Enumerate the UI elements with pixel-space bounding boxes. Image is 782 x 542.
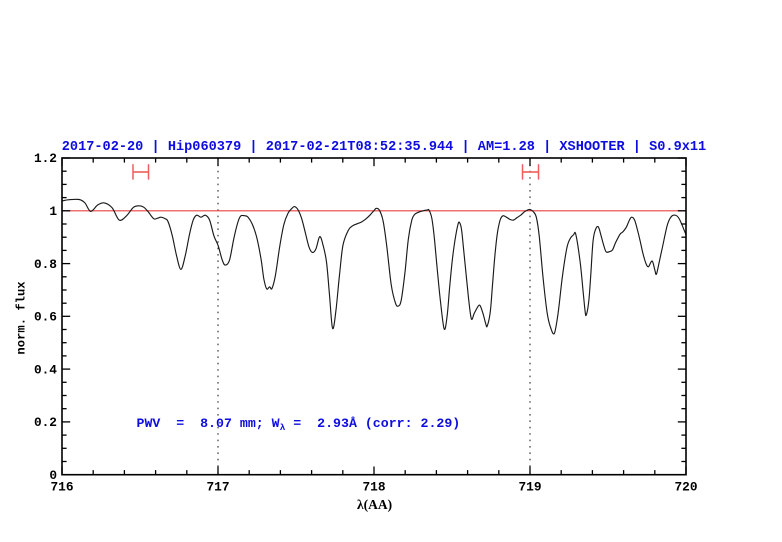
svg-text:719: 719	[518, 480, 541, 495]
svg-text:716: 716	[50, 480, 73, 495]
svg-text:1: 1	[49, 204, 57, 219]
svg-text:0: 0	[49, 468, 57, 483]
svg-text:PWV = 8.07 mm; Wλ = 2.93Å (: PWV = 8.07 mm; Wλ = 2.93Å (corr: 2.29)	[137, 416, 461, 433]
svg-text:2017-02-20 | Hip060379 | 2017-: 2017-02-20 | Hip060379 | 2017-02-21T08:5…	[62, 140, 706, 155]
svg-text:0.6: 0.6	[34, 310, 57, 325]
svg-text:0.8: 0.8	[34, 257, 57, 272]
svg-text:0.4: 0.4	[34, 362, 57, 377]
svg-text:720: 720	[674, 480, 697, 495]
svg-text:717: 717	[206, 480, 229, 495]
svg-text:718: 718	[362, 480, 385, 495]
svg-text:1.2: 1.2	[34, 151, 57, 166]
svg-text:0.2: 0.2	[34, 415, 57, 430]
svg-text:λ(AA): λ(AA)	[357, 497, 392, 512]
svg-text:norm. flux: norm. flux	[15, 281, 29, 355]
